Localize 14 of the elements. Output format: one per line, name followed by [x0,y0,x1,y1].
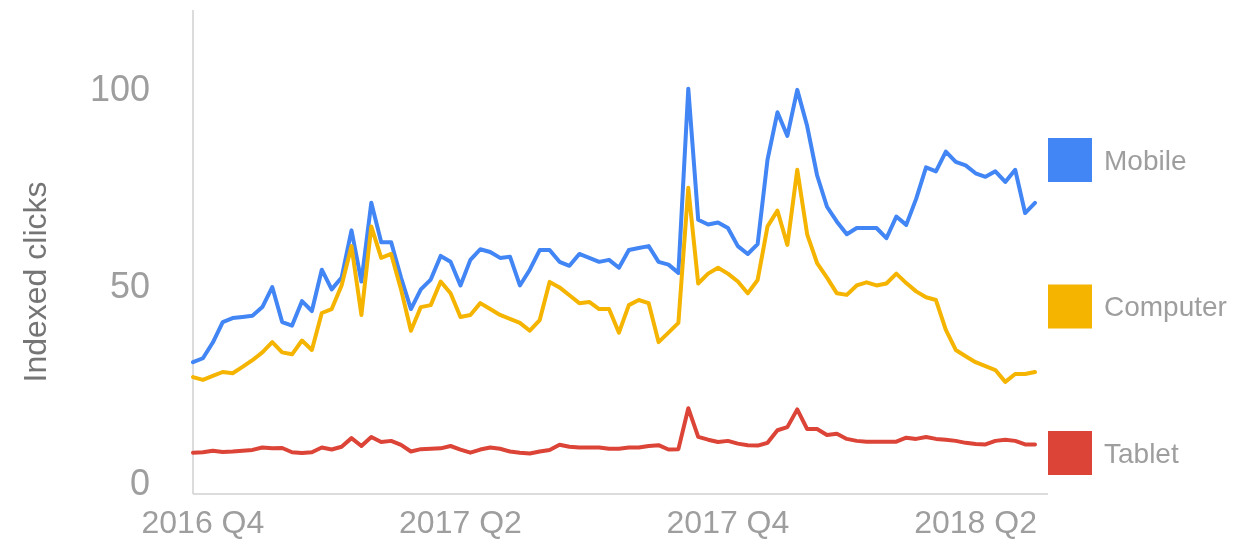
legend-label: Tablet [1104,437,1179,469]
x-tick-label: 2018 Q2 [914,504,1037,540]
line-series [191,406,1037,456]
y-tick-label: 0 [129,461,150,503]
legend-label: Computer [1104,291,1227,322]
line-series [191,167,1037,384]
legend-label: Mobile [1104,144,1187,176]
x-tick-label: 2016 Q4 [141,504,265,540]
y-axis-title: Indexed clicks [17,181,53,383]
x-tick-label: 2017 Q4 [666,504,790,540]
x-tick-label: 2017 Q2 [399,504,522,540]
line-series [191,86,1037,365]
y-tick-label: 50 [109,264,150,306]
y-tick-label: 100 [89,68,150,110]
